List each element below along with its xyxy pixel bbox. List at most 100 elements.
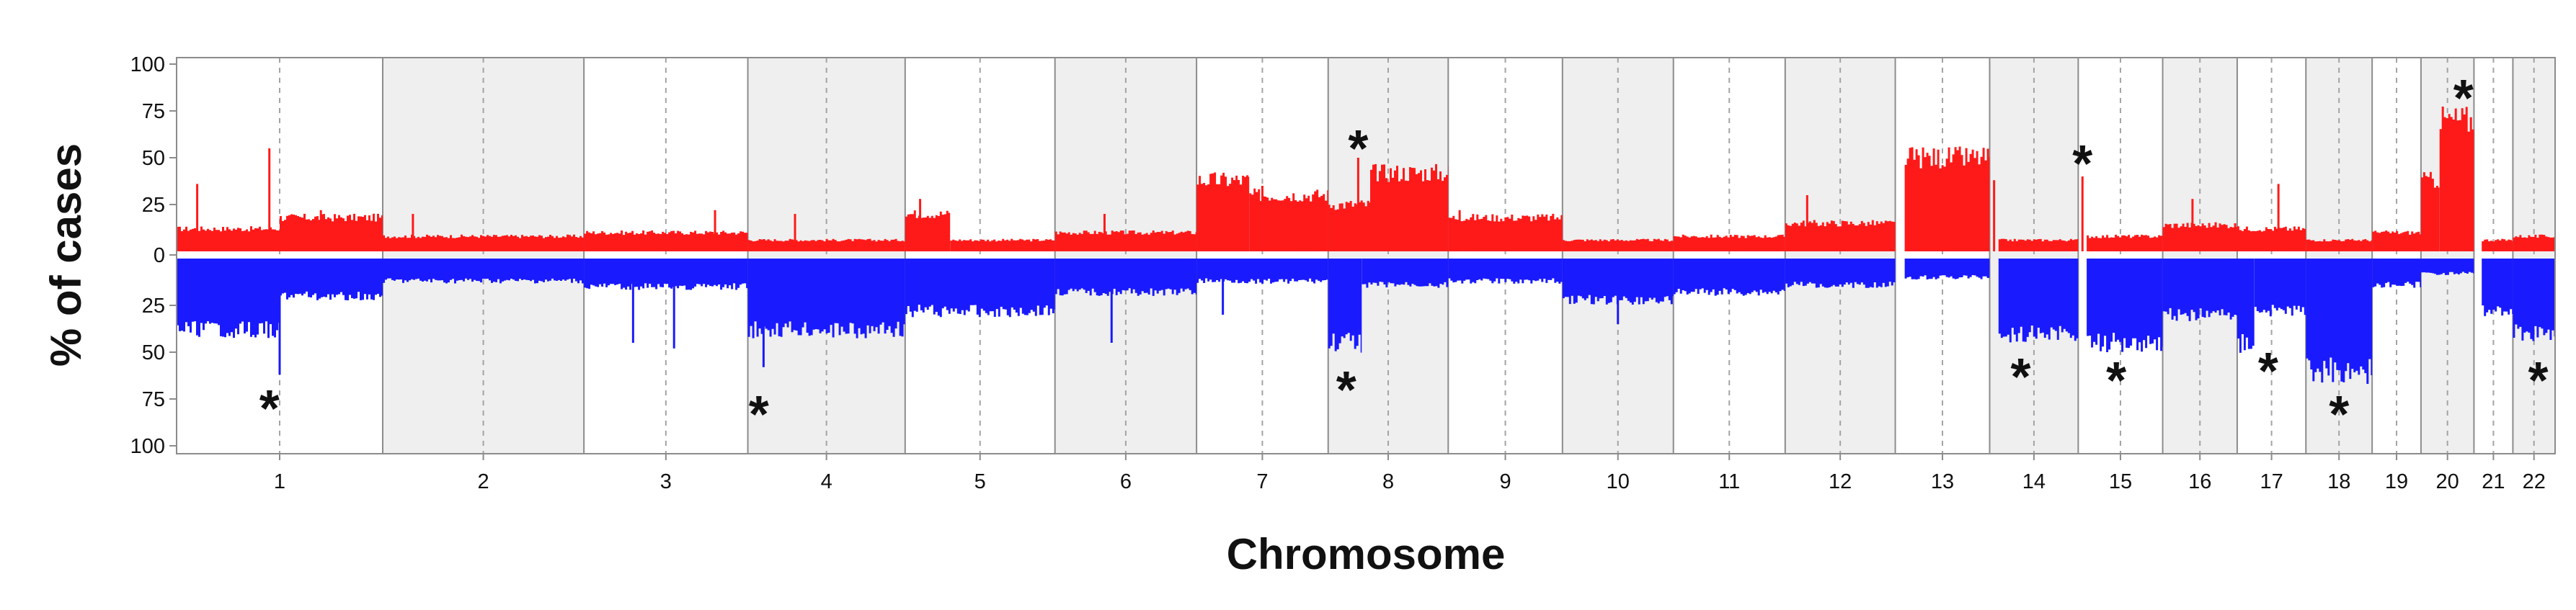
chromosome-label: 4 (821, 470, 832, 493)
chromosome-label: 13 (1931, 470, 1954, 493)
chromosome-label: 2 (477, 470, 489, 493)
loss-segment-chr13 (1904, 259, 1990, 280)
chromosome-label: 9 (1499, 470, 1511, 493)
gain-spike-chr14 (1993, 180, 1996, 251)
loss-segment-chr14 (1998, 259, 2079, 343)
chromosome-label: 18 (2327, 470, 2350, 493)
significance-asterisk: * (2528, 352, 2549, 410)
loss-segment-chr1 (177, 259, 280, 338)
loss-segment-chr21 (2482, 259, 2513, 316)
gain-spike-chr2 (412, 214, 414, 251)
x-axis-title: Chromosome (1227, 530, 1506, 578)
gain-segment-chr8 (1328, 200, 1370, 251)
y-tick-label: 0 (154, 244, 165, 267)
chromosome-label: 15 (2109, 470, 2132, 493)
chromosome-label: 22 (2523, 470, 2546, 493)
chromosome-label: 16 (2188, 470, 2211, 493)
gain-segment-chr12 (1785, 220, 1896, 251)
loss-spike-chr10 (1617, 259, 1620, 324)
gain-spike-chr4 (794, 214, 796, 251)
gain-spike-chr8 (1356, 158, 1359, 251)
significance-asterisk: * (2072, 135, 2092, 193)
gain-spike-chr1 (319, 210, 322, 251)
significance-asterisk: * (749, 386, 769, 444)
loss-spike-chr7 (1222, 259, 1225, 315)
gain-spike-chr5 (919, 199, 922, 251)
chromosome-band-22 (2513, 58, 2555, 454)
gain-segment-chr21 (2482, 238, 2513, 251)
y-tick-label: 75 (142, 388, 165, 411)
chromosome-band-2 (383, 58, 585, 454)
significance-asterisk: * (259, 380, 280, 438)
significance-asterisk: * (2453, 70, 2474, 127)
loss-segment-chr17 (2237, 259, 2255, 353)
loss-spike-chr3 (631, 259, 634, 343)
chromosome-band-14 (1989, 58, 2079, 454)
loss-segment-chr15 (2087, 259, 2163, 352)
gain-segment-chr14 (1998, 238, 2079, 251)
chromosome-label: 14 (2022, 470, 2046, 493)
chromosome-label: 21 (2482, 470, 2505, 493)
gain-spike-chr17 (2277, 184, 2280, 251)
chromosome-band-12 (1785, 58, 1896, 454)
gain-segment-chr6 (1054, 230, 1197, 251)
loss-spike-chr1 (278, 259, 281, 375)
gain-segment-chr5 (950, 238, 1055, 251)
gain-segment-chr2 (383, 234, 585, 251)
loss-segment-chr9 (1448, 259, 1563, 284)
loss-segment-chr7 (1196, 259, 1328, 284)
loss-segment-chr8 (1328, 259, 1362, 353)
chromosome-label: 10 (1607, 470, 1630, 493)
significance-asterisk: * (2329, 386, 2349, 444)
gain-segment-chr9 (1448, 213, 1563, 251)
label-layer: 1 2 3 4 5 6 7 8 9 10 11 12 13 14 15 16 17 18 19 20 21 22 (274, 470, 2546, 493)
gain-spike-chr9 (1458, 210, 1461, 251)
y-tick-label: 100 (130, 53, 165, 76)
loss-segment-chr1 (280, 259, 383, 300)
gain-segment-chr3 (584, 230, 748, 251)
gain-segment-chr19 (2372, 230, 2421, 251)
gain-segment-chr13 (1904, 146, 1990, 251)
loss-segment-chr5 (905, 259, 1055, 318)
chromosome-label: 1 (274, 470, 285, 493)
loss-segment-chr17 (2254, 259, 2306, 317)
chromosome-label: 3 (660, 470, 672, 493)
gain-segment-chr1 (177, 226, 280, 251)
y-tick-label: 25 (142, 295, 165, 318)
y-tick-label: 50 (142, 147, 165, 170)
loss-segment-chr16 (2162, 259, 2237, 321)
loss-segment-chr6 (1054, 259, 1197, 296)
gain-segment-chr8 (1370, 163, 1449, 251)
gain-segment-chr22 (2513, 234, 2555, 251)
gain-segment-chr15 (2087, 234, 2163, 251)
chromosome-band-16 (2162, 58, 2237, 454)
chromosome-band-18 (2306, 58, 2373, 454)
loss-segment-chr20 (2420, 259, 2474, 275)
loss-segment-chr18 (2306, 259, 2373, 384)
significance-asterisk: * (2258, 343, 2278, 400)
loss-spike-chr4 (762, 259, 765, 367)
chromosome-shading-layer (383, 58, 2555, 454)
significance-asterisk: * (2010, 349, 2030, 406)
gain-segment-chr5 (905, 210, 951, 251)
y-tick-label: 25 (142, 194, 165, 217)
chromosome-label: 19 (2385, 470, 2408, 493)
y-tick-label: 100 (130, 435, 165, 458)
loss-segment-chr19 (2372, 259, 2421, 288)
chromosome-divider-layer (279, 58, 2535, 454)
chromosome-band-4 (747, 58, 905, 454)
gain-spike-chr1 (268, 148, 271, 251)
chromosome-band-8 (1328, 58, 1449, 454)
loss-segment-chr2 (383, 259, 585, 284)
chromosome-label: 5 (974, 470, 986, 493)
chromosome-label: 11 (1718, 470, 1740, 493)
chromosome-label: 17 (2260, 470, 2283, 493)
chromosome-label: 12 (1829, 470, 1852, 493)
axis-layer: 100 75 50 25 0 25 50 75 100 (130, 53, 2556, 460)
loss-spike-chr6 (1110, 259, 1113, 343)
y-tick-label: 75 (142, 100, 165, 123)
gain-segment-chr7 (1196, 172, 1250, 251)
gain-spike-chr12 (1806, 195, 1808, 251)
